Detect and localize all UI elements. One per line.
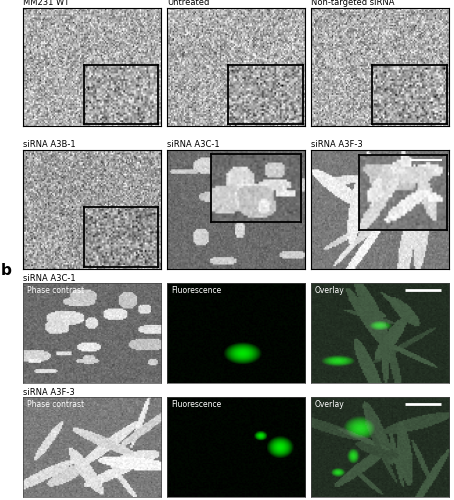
- Text: b: b: [0, 264, 11, 278]
- Text: Phase contrast: Phase contrast: [27, 400, 84, 409]
- Text: a: a: [0, 0, 11, 4]
- Text: Fluorescence: Fluorescence: [171, 400, 221, 409]
- Text: siRNA A3C-1: siRNA A3C-1: [23, 274, 75, 282]
- Text: Overlay: Overlay: [315, 400, 345, 409]
- Text: siRNA A3F-3: siRNA A3F-3: [311, 140, 363, 149]
- Text: Non-targeted siRNA: Non-targeted siRNA: [311, 0, 395, 6]
- Text: siRNA A3B-1: siRNA A3B-1: [23, 140, 75, 149]
- Text: siRNA A3C-1: siRNA A3C-1: [167, 140, 219, 149]
- Text: Fluorescence: Fluorescence: [171, 286, 221, 296]
- Text: Phase contrast: Phase contrast: [27, 286, 84, 296]
- Text: siRNA A3F-3: siRNA A3F-3: [23, 388, 74, 396]
- Text: MM231 WT: MM231 WT: [23, 0, 69, 6]
- Text: Untreated: Untreated: [167, 0, 209, 6]
- Text: Overlay: Overlay: [315, 286, 345, 296]
